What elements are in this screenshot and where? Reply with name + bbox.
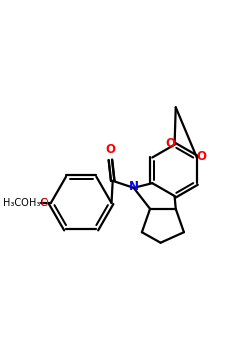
Text: O: O	[166, 137, 175, 150]
Text: O: O	[196, 150, 206, 163]
Text: O: O	[40, 198, 48, 208]
Text: H₃C: H₃C	[29, 198, 47, 208]
Text: H₃CO: H₃CO	[3, 198, 29, 208]
Text: N: N	[129, 180, 139, 193]
Text: O: O	[105, 142, 115, 156]
